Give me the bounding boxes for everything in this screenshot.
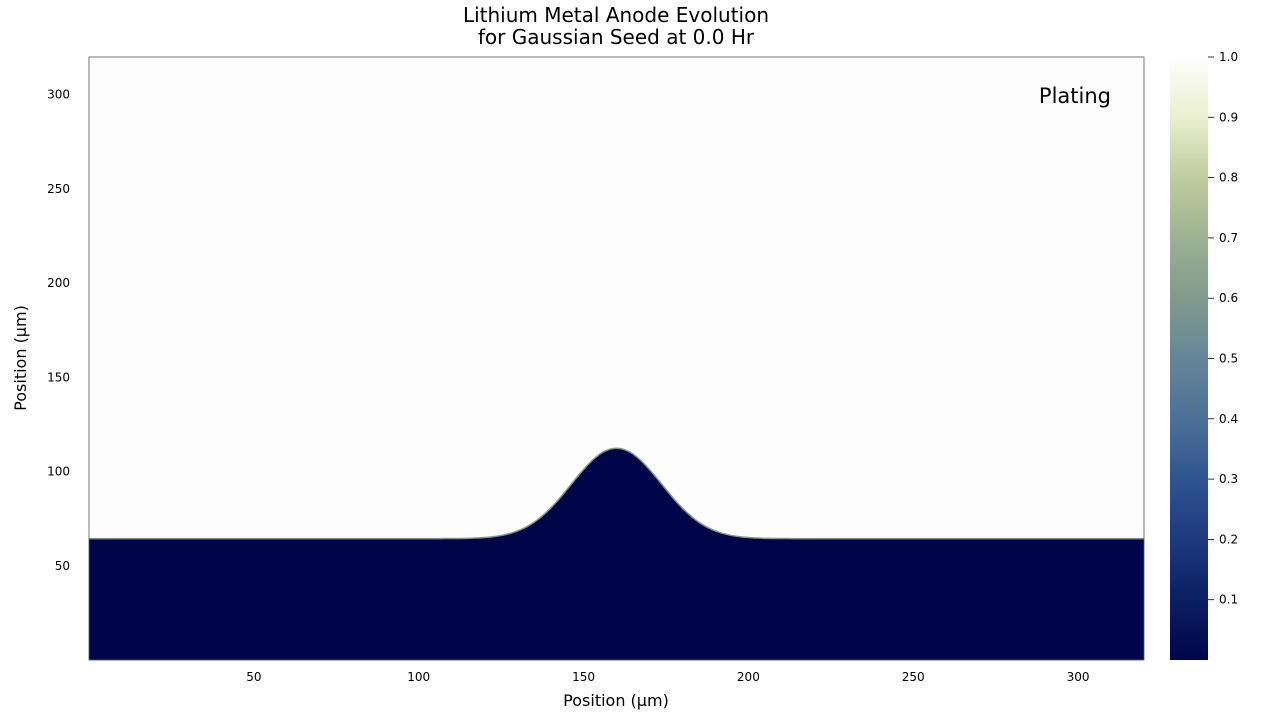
colorbar-tick-label: 0.3 <box>1219 472 1238 486</box>
lithium-metal-region <box>89 449 1144 660</box>
y-tick-label: 100 <box>47 465 70 479</box>
y-tick-label: 200 <box>47 276 70 290</box>
colorbar-ticks: 0.1 0.2 0.3 0.4 0.5 0.6 0.7 0.8 0.9 1.0 <box>1208 50 1238 607</box>
plot-area <box>88 56 1145 661</box>
chart-title-line2: for Gaussian Seed at 0.0 Hr <box>478 25 755 49</box>
plating-annotation: Plating <box>1039 84 1111 108</box>
colorbar-tick-label: 0.5 <box>1219 352 1238 366</box>
x-axis-label: Position (µm) <box>563 691 669 710</box>
chart-title-line1: Lithium Metal Anode Evolution <box>463 3 769 27</box>
x-tick-label: 200 <box>737 670 760 684</box>
x-tick-label: 150 <box>572 670 595 684</box>
x-tick-label: 100 <box>407 670 430 684</box>
y-tick-label: 300 <box>47 88 70 102</box>
colorbar-tick-label: 0.9 <box>1219 110 1238 124</box>
colorbar-tick-label: 0.1 <box>1219 593 1238 607</box>
colorbar-tick-label: 0.8 <box>1219 171 1238 185</box>
x-tick-label: 50 <box>246 670 261 684</box>
plot-frame <box>88 56 1145 661</box>
y-axis: 50 100 150 200 250 300 <box>47 88 70 573</box>
colorbar-gradient <box>1170 57 1208 660</box>
colorbar-tick-label: 0.7 <box>1219 231 1238 245</box>
colorbar-tick-label: 0.2 <box>1219 532 1238 546</box>
y-axis-label: Position (µm) <box>11 305 30 411</box>
x-axis: 50 100 150 200 250 300 <box>246 670 1089 684</box>
colorbar-tick-label: 1.0 <box>1219 50 1238 64</box>
y-tick-label: 150 <box>47 370 70 384</box>
colorbar: 0.1 0.2 0.3 0.4 0.5 0.6 0.7 0.8 0.9 1.0 <box>1170 50 1238 660</box>
y-tick-label: 50 <box>55 559 70 573</box>
colorbar-tick-label: 0.4 <box>1219 412 1238 426</box>
y-tick-label: 250 <box>47 182 70 196</box>
x-tick-label: 300 <box>1067 670 1090 684</box>
colorbar-tick-label: 0.6 <box>1219 291 1238 305</box>
x-tick-label: 250 <box>902 670 925 684</box>
